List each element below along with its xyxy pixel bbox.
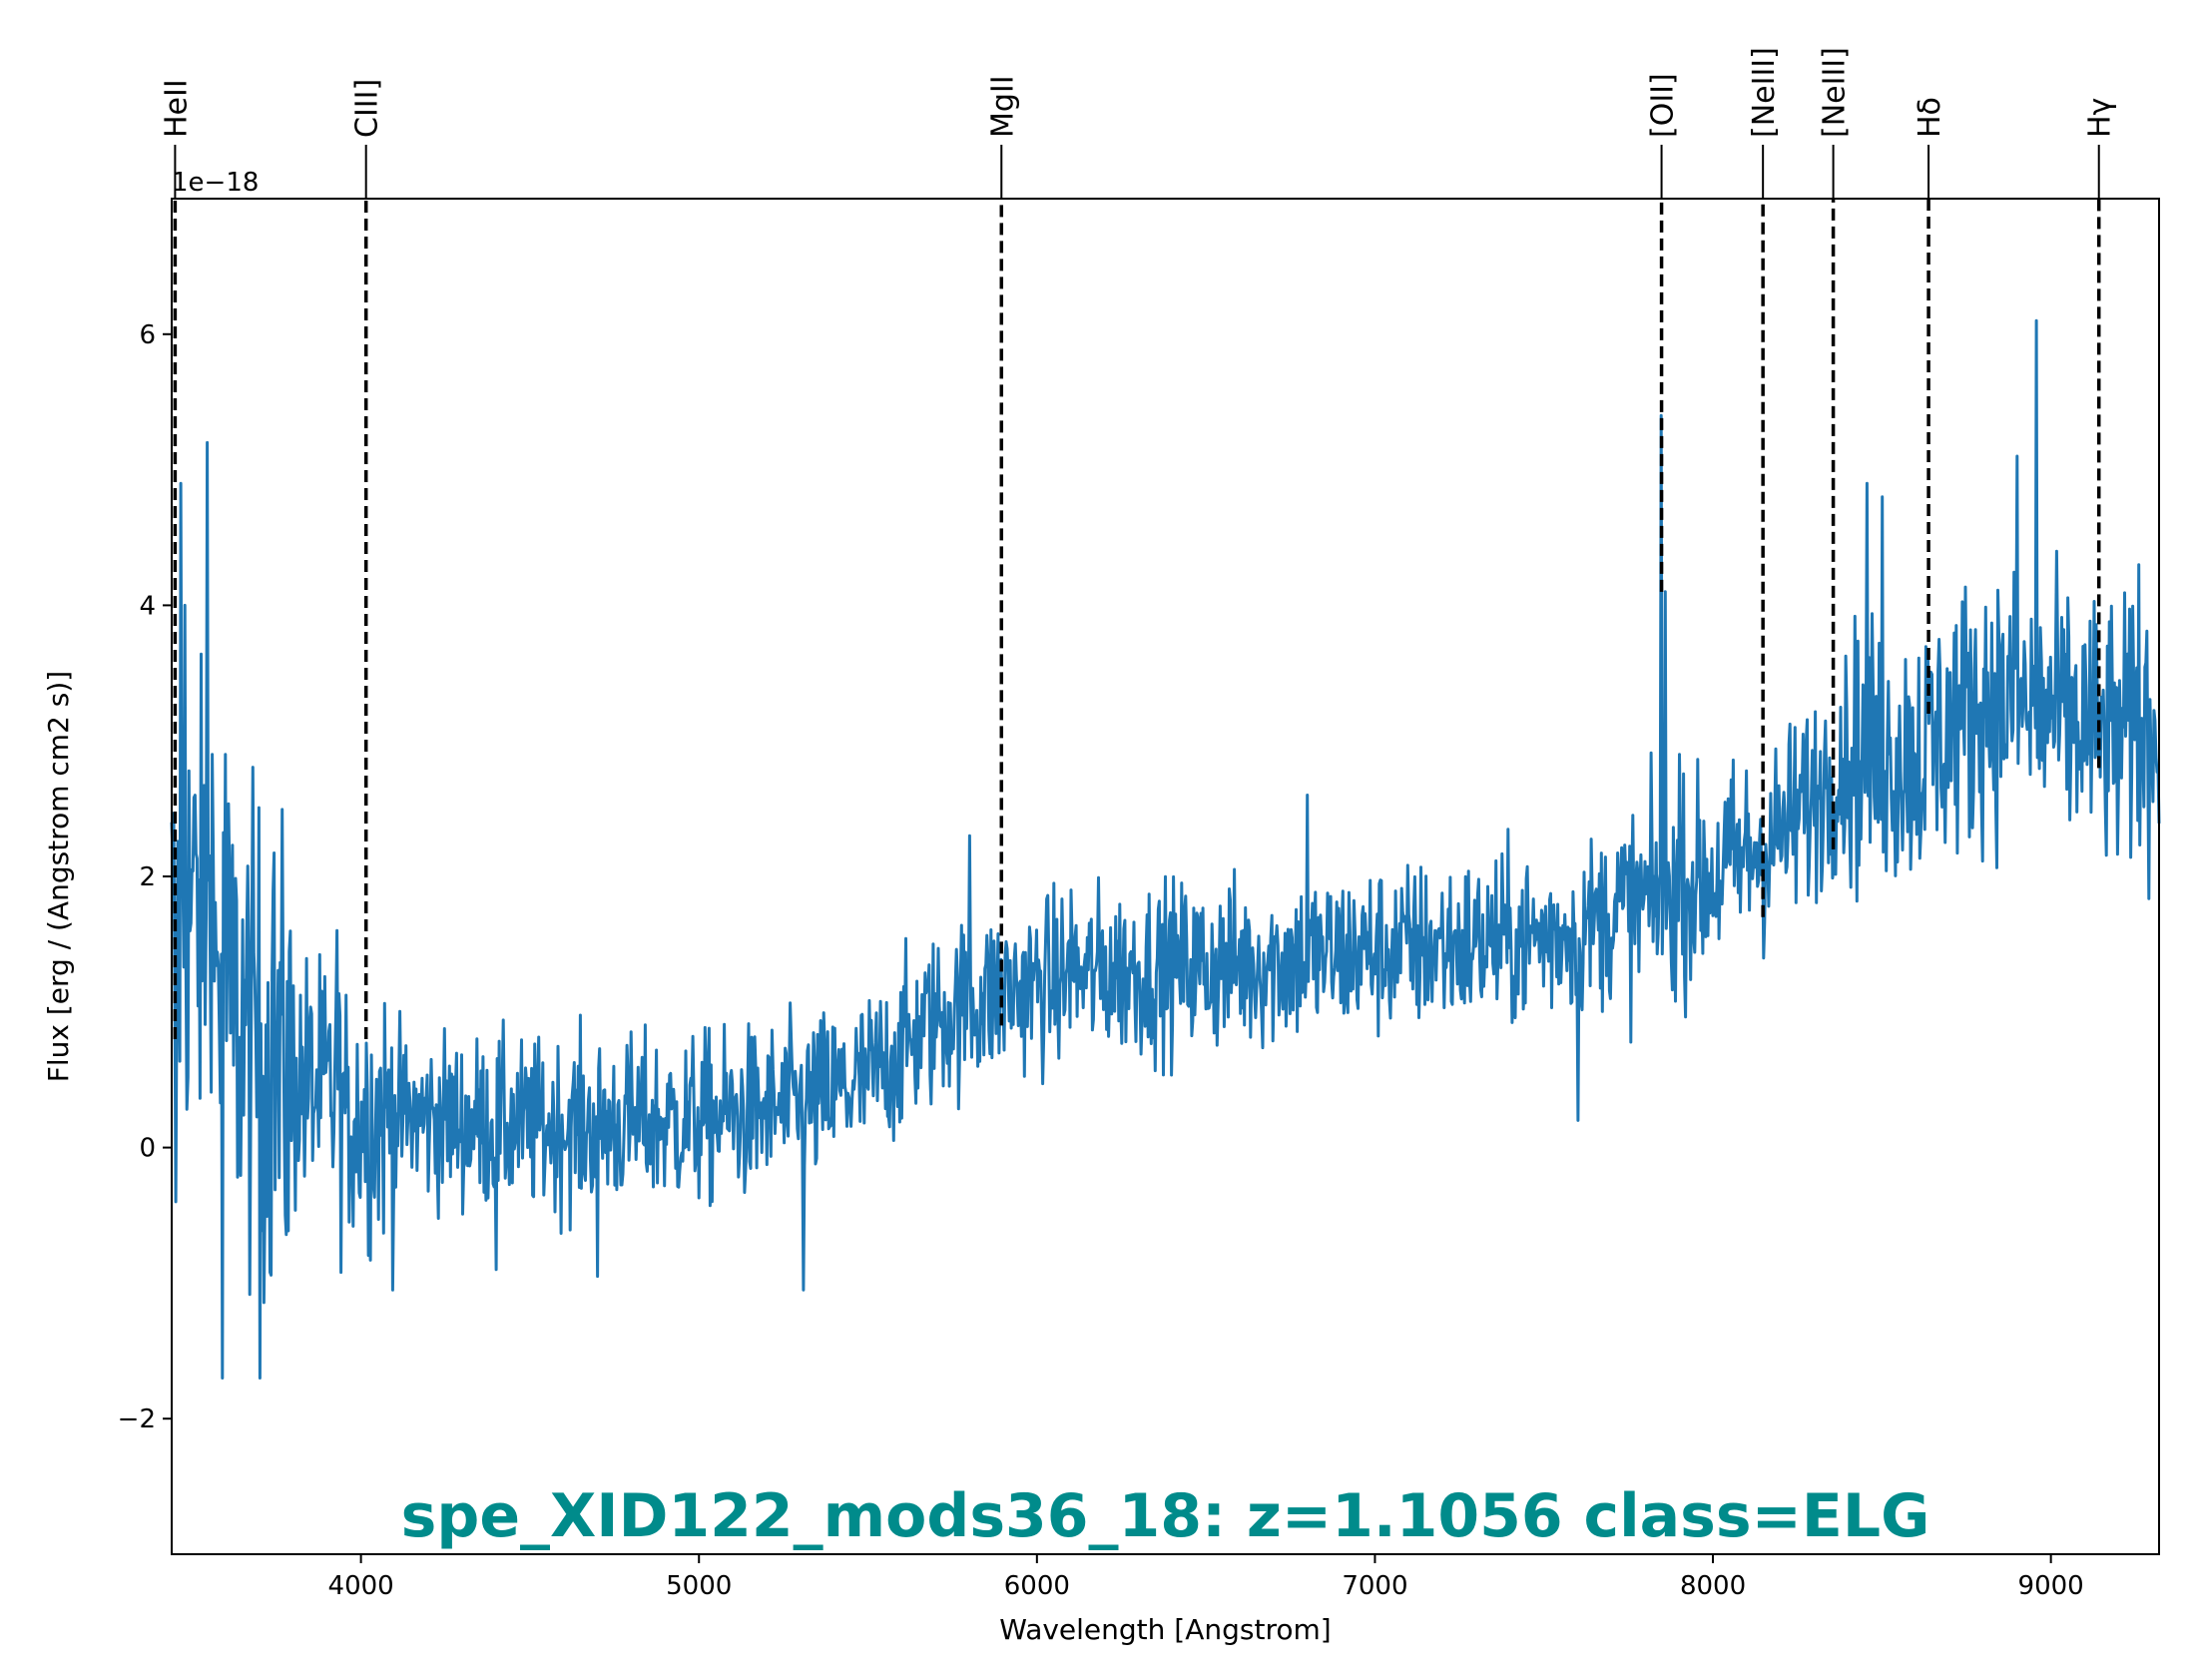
spectral-line-label: HeII [159,79,194,138]
spectrum-series [170,318,2161,1380]
spectral-line-label: [NeIII] [1747,47,1782,138]
y-tick-label: 0 [139,1134,156,1164]
spectral-line-label: Hγ [2083,98,2118,138]
x-tick-label: 9000 [2018,1571,2084,1601]
axis-ticks: 4000 5000 6000 7000 8000 9000 −2 0 2 4 6 [118,320,2084,1601]
spectral-line-label: CIII] [350,79,385,138]
y-tick-label: 6 [139,320,156,350]
spectral-line-label: Hδ [1913,97,1947,138]
x-tick-label: 4000 [328,1571,394,1601]
y-tick-label: 2 [139,862,156,892]
x-tick-label: 6000 [1004,1571,1070,1601]
spectral-line-label: MgII [985,75,1020,138]
spectral-line-marker: [NeIII] [1747,47,1782,917]
chart-title: spe_XID122_mods36_18: z=1.1056 class=ELG [401,1481,1930,1551]
x-tick-label: 8000 [1680,1571,1746,1601]
x-axis-label: Wavelength [Angstrom] [999,1613,1331,1646]
spectral-line-marker: CIII] [350,79,385,1039]
y-axis-label: Flux [erg / (Angstrom cm2 s)] [42,671,75,1082]
x-tick-label: 7000 [1342,1571,1407,1601]
spectral-line-label: [NeIII] [1818,47,1853,138]
spectral-line-label: [OII] [1646,73,1681,138]
spectral-line-marker: [OII] [1646,73,1681,592]
x-tick-label: 5000 [666,1571,732,1601]
spectral-line-marker: MgII [985,75,1020,1026]
y-offset-text: 1e−18 [172,168,259,198]
spectral-line-marker: HeII [159,79,194,1039]
spectral-line-marker: Hδ [1913,97,1947,715]
spectral-line-marker: Hγ [2083,98,2118,769]
y-tick-label: 4 [139,591,156,621]
y-tick-label: −2 [118,1404,156,1434]
spectrum-line [170,318,2161,1380]
spectral-lines: HeII CIII] MgII [OII] [NeIII] [NeIII] Hδ Hγ [159,47,2118,1039]
spectral-line-marker: [NeIII] [1818,47,1853,849]
